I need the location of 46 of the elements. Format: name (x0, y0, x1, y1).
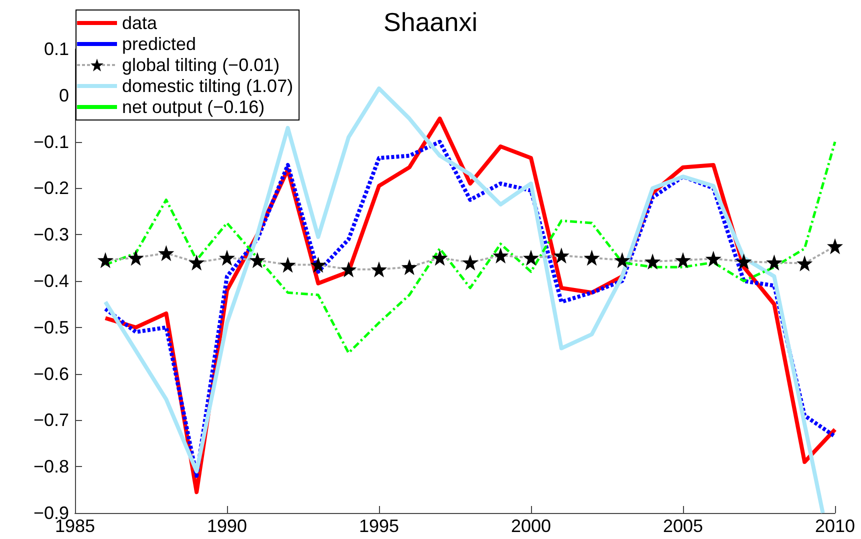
point (675, 252, 691, 268)
point (401, 259, 418, 276)
x-tick-label: 2010 (814, 516, 856, 536)
point (188, 254, 205, 270)
legend-label: net output (−0.16) (122, 97, 265, 117)
point (280, 256, 296, 273)
point (371, 261, 387, 278)
point (553, 247, 570, 264)
point (432, 250, 448, 266)
point (766, 254, 782, 270)
x-tick-label: 1990 (206, 516, 248, 536)
legend-label: global tilting (−0.01) (122, 55, 280, 75)
y-tick-label: −0.5 (33, 317, 69, 338)
point (584, 250, 600, 266)
y-tick-label: −0.2 (33, 178, 69, 198)
y-tick-label: −0.8 (33, 456, 69, 477)
y-tick-label: −0.1 (33, 132, 69, 152)
y-tick-label: −0.4 (33, 271, 69, 291)
point (97, 252, 114, 268)
point (827, 238, 843, 254)
point (492, 247, 509, 264)
y-tick-label: −0.6 (33, 364, 69, 384)
point (128, 250, 144, 266)
point (736, 254, 752, 270)
point (340, 261, 357, 278)
point (310, 256, 326, 273)
point (644, 254, 661, 270)
chart-title: Shaanxi (384, 7, 478, 37)
point (614, 252, 630, 268)
point (523, 250, 539, 266)
legend-label: domestic tilting (1.07) (122, 76, 294, 96)
point (219, 250, 235, 266)
y-tick-label: −0.3 (33, 224, 69, 245)
x-tick-label: 2000 (510, 516, 552, 536)
point (462, 254, 478, 270)
point (249, 252, 266, 268)
point (158, 245, 174, 262)
legend-label: predicted (122, 34, 196, 54)
point (796, 255, 813, 272)
x-tick-label: 2005 (662, 516, 704, 536)
y-tick-label: 0 (58, 85, 69, 106)
point (705, 250, 722, 267)
y-tick-label: 0.1 (44, 39, 69, 59)
x-tick-label: 1995 (358, 516, 400, 536)
y-tick-label: −0.7 (33, 410, 69, 430)
legend-label: data (122, 13, 158, 33)
